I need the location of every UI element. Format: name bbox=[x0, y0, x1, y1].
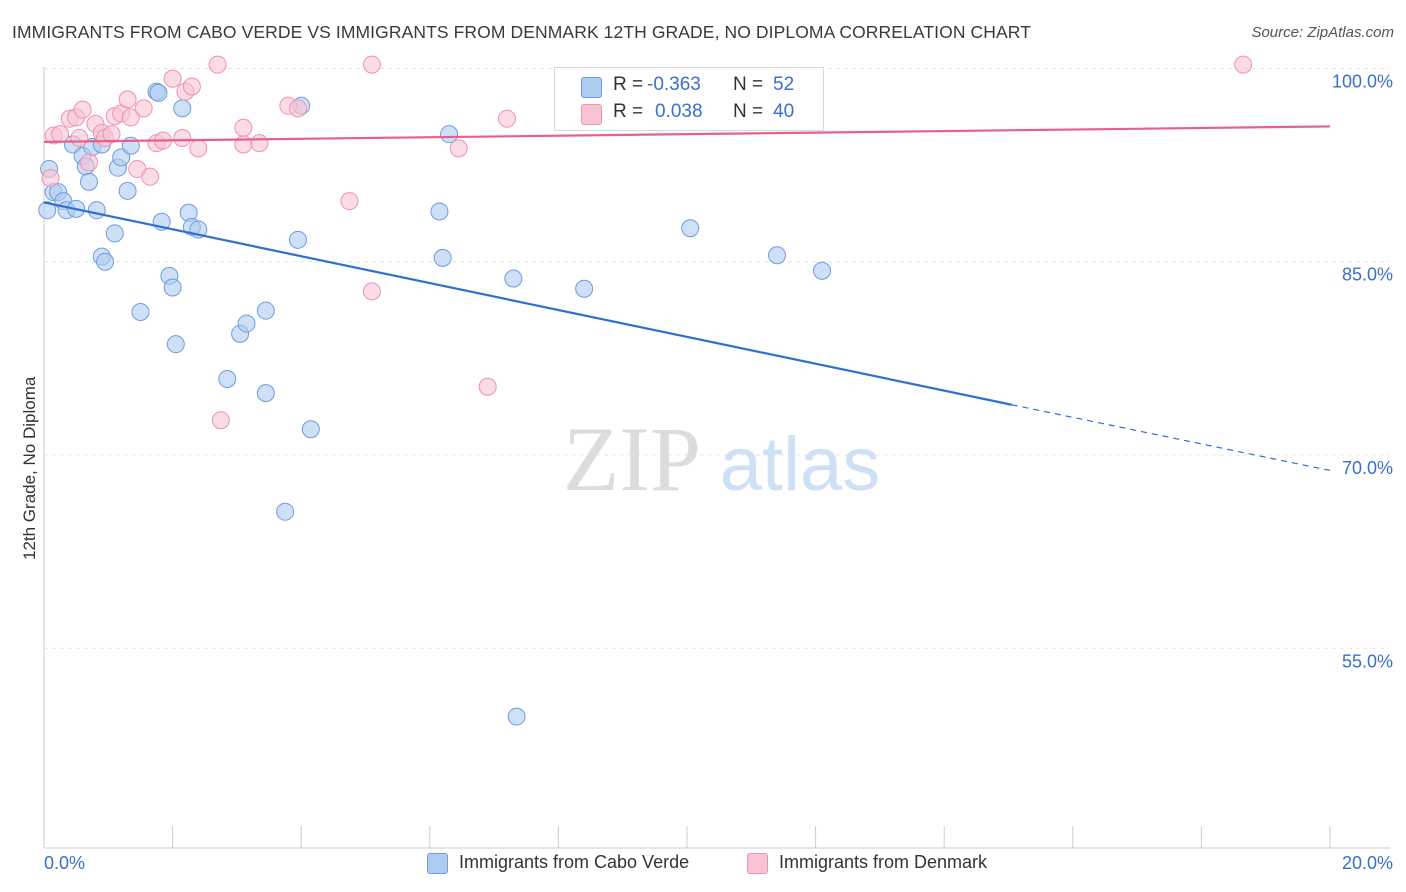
legend-r-label: R = bbox=[613, 101, 644, 122]
data-point-denmark bbox=[211, 411, 230, 430]
data-point-cabo-verde bbox=[276, 502, 295, 521]
data-point-denmark bbox=[234, 118, 253, 137]
data-point-cabo-verde bbox=[96, 252, 115, 271]
data-point-cabo-verde bbox=[173, 99, 192, 118]
data-point-cabo-verde bbox=[105, 224, 124, 243]
data-point-denmark bbox=[102, 125, 121, 144]
data-point-denmark bbox=[70, 129, 89, 148]
grid-lines bbox=[44, 67, 1390, 649]
legend-swatch-blue bbox=[581, 77, 602, 98]
data-point-denmark bbox=[121, 108, 140, 127]
data-point-denmark bbox=[41, 168, 60, 187]
legend-label-denmark: Immigrants from Denmark bbox=[779, 852, 988, 872]
data-point-denmark bbox=[182, 77, 201, 96]
legend-swatch-blue bbox=[427, 853, 448, 874]
data-point-denmark bbox=[73, 100, 92, 119]
data-point-cabo-verde bbox=[38, 201, 57, 220]
legend-label-cabo-verde: Immigrants from Cabo Verde bbox=[459, 852, 690, 872]
legend-swatch-pink bbox=[581, 104, 602, 125]
watermark-atlas: atlas bbox=[720, 422, 881, 507]
legend-n-label: N = bbox=[733, 101, 764, 122]
data-point-cabo-verde bbox=[288, 230, 307, 249]
data-point-cabo-verde bbox=[166, 335, 185, 354]
trend-line-cabo-verde-extension bbox=[1011, 404, 1331, 472]
data-point-cabo-verde bbox=[504, 269, 523, 288]
data-point-denmark bbox=[118, 90, 137, 109]
data-point-cabo-verde bbox=[768, 246, 787, 265]
y-tick-label: 85.0% bbox=[1342, 265, 1393, 285]
tick-labels: 100.0% 85.0% 70.0% 55.0% 0.0% 20.0% bbox=[44, 71, 1393, 873]
data-point-denmark bbox=[80, 153, 99, 172]
data-point-cabo-verde bbox=[80, 172, 99, 191]
data-point-denmark bbox=[51, 125, 70, 144]
legend-r-value: -0.363 bbox=[647, 74, 701, 95]
data-point-cabo-verde bbox=[218, 369, 237, 388]
legend-n-value: 40 bbox=[773, 101, 795, 122]
chart-title: IMMIGRANTS FROM CABO VERDE VS IMMIGRANTS… bbox=[12, 22, 1031, 42]
trend-lines bbox=[43, 125, 1331, 472]
legend-r-value: 0.038 bbox=[655, 101, 703, 122]
stats-legend: R = -0.363 N = 52 R = 0.038 N = 40 bbox=[554, 67, 824, 131]
x-tick-label: 20.0% bbox=[1342, 853, 1393, 873]
data-point-cabo-verde bbox=[433, 248, 452, 267]
data-point-cabo-verde bbox=[440, 125, 459, 144]
data-point-denmark bbox=[250, 134, 269, 153]
data-point-cabo-verde bbox=[118, 181, 137, 200]
y-tick-label: 70.0% bbox=[1342, 458, 1393, 478]
y-tick-label: 100.0% bbox=[1332, 71, 1393, 91]
trend-line-denmark bbox=[43, 125, 1331, 143]
data-point-denmark bbox=[340, 192, 359, 211]
legend-r-label: R = bbox=[613, 74, 644, 95]
data-point-denmark bbox=[362, 55, 381, 74]
axes bbox=[43, 67, 1390, 849]
data-point-denmark bbox=[189, 139, 208, 158]
data-point-cabo-verde bbox=[112, 148, 131, 167]
data-point-cabo-verde bbox=[301, 420, 320, 439]
legend-swatch-pink bbox=[747, 853, 768, 874]
data-point-cabo-verde bbox=[237, 314, 256, 333]
data-point-cabo-verde bbox=[681, 219, 700, 238]
data-point-cabo-verde bbox=[507, 707, 526, 726]
data-point-cabo-verde bbox=[575, 279, 594, 298]
data-point-cabo-verde bbox=[131, 302, 150, 321]
x-tick-label: 0.0% bbox=[44, 853, 85, 873]
data-point-denmark bbox=[1234, 55, 1253, 74]
data-point-denmark bbox=[173, 129, 192, 148]
data-point-denmark bbox=[478, 377, 497, 396]
data-point-cabo-verde bbox=[813, 261, 832, 280]
data-point-denmark bbox=[141, 167, 160, 186]
source-label: Source: ZipAtlas.com bbox=[1251, 24, 1394, 41]
data-point-cabo-verde bbox=[430, 202, 449, 221]
data-point-denmark bbox=[134, 99, 153, 118]
data-point-cabo-verde bbox=[163, 278, 182, 297]
data-point-denmark bbox=[449, 139, 468, 158]
data-point-cabo-verde bbox=[256, 301, 275, 320]
data-point-denmark bbox=[362, 282, 381, 301]
series-denmark bbox=[41, 55, 1253, 430]
legend-n-label: N = bbox=[733, 74, 764, 95]
watermark: ZIP atlas bbox=[563, 408, 880, 510]
y-axis-label: 12th Grade, No Diploma bbox=[20, 376, 39, 560]
data-point-cabo-verde bbox=[87, 201, 106, 220]
data-point-denmark bbox=[497, 109, 516, 128]
watermark-zip: ZIP bbox=[563, 408, 701, 510]
data-point-denmark bbox=[163, 69, 182, 88]
legend-n-value: 52 bbox=[773, 74, 795, 95]
y-tick-label: 55.0% bbox=[1342, 651, 1393, 671]
data-point-denmark bbox=[288, 99, 307, 118]
data-point-cabo-verde bbox=[149, 83, 168, 102]
data-point-denmark bbox=[208, 55, 227, 74]
data-point-cabo-verde bbox=[256, 384, 275, 403]
trend-line-cabo-verde bbox=[43, 201, 1012, 406]
